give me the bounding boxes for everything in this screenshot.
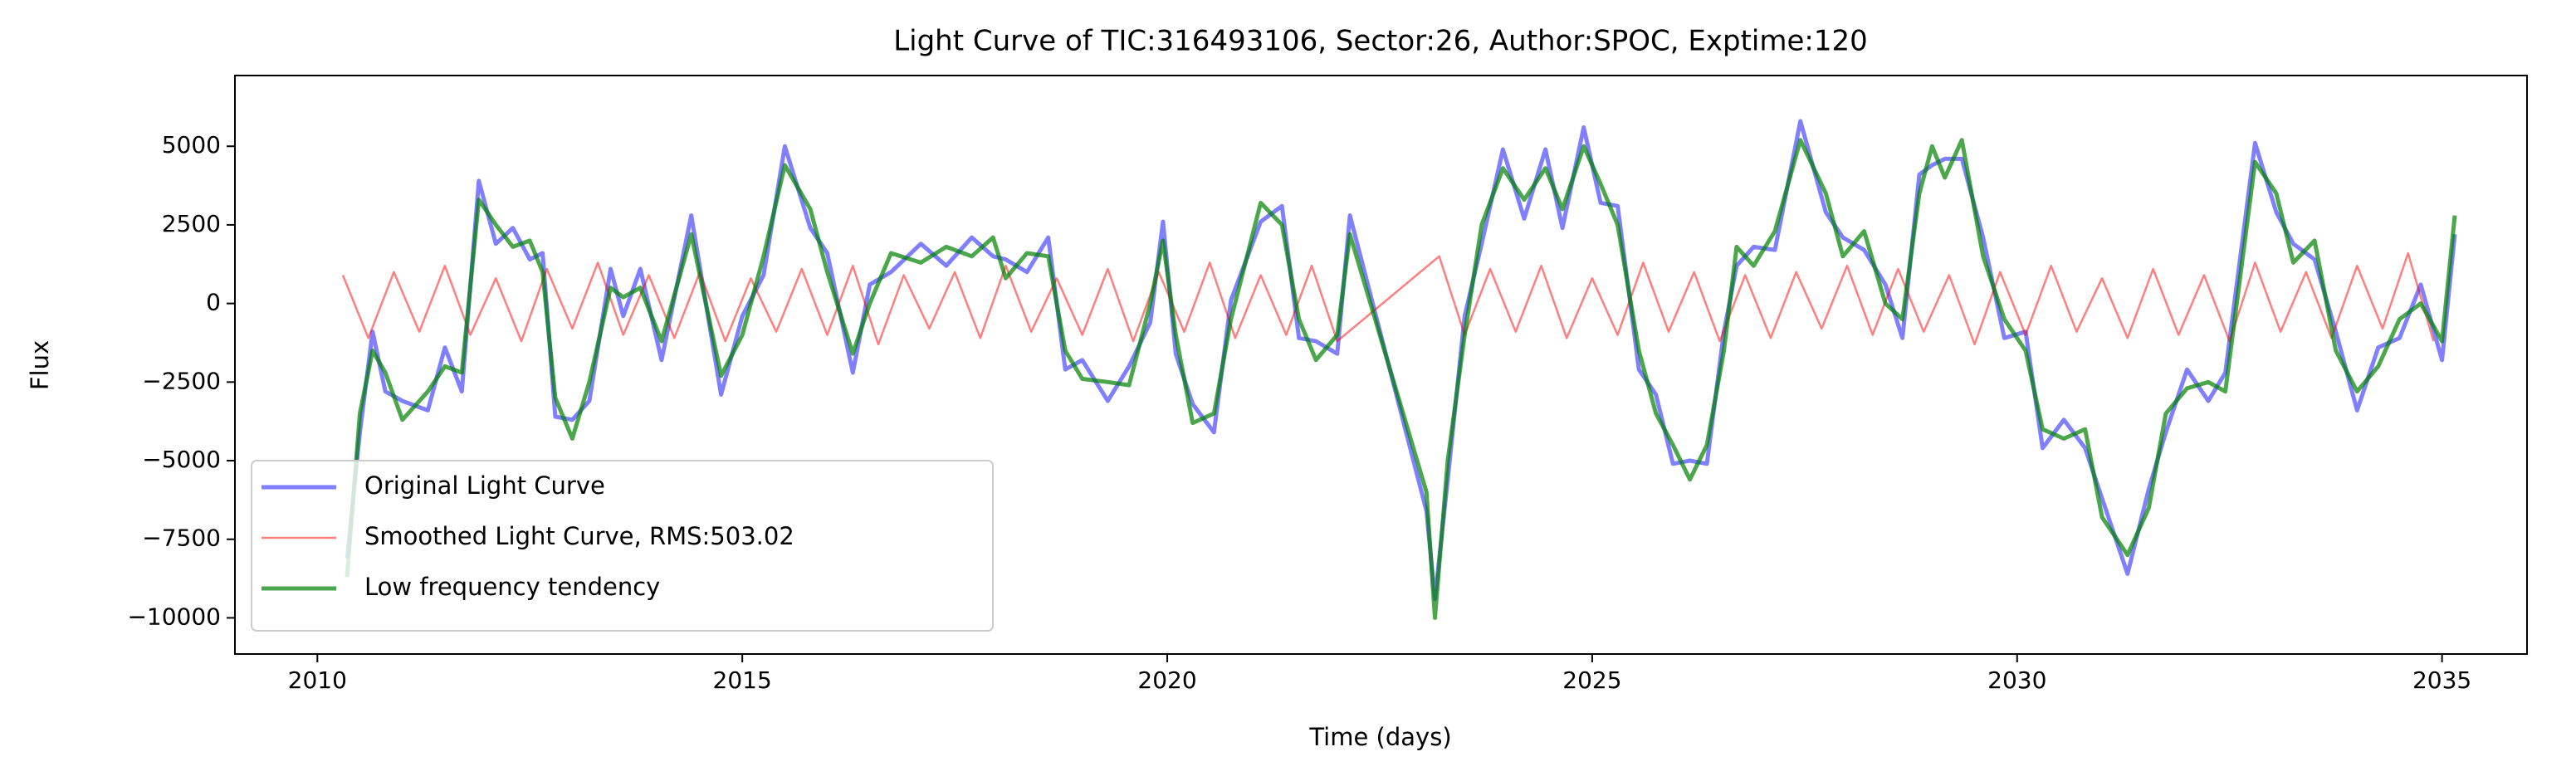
- x-tick-label: 2010: [288, 666, 347, 694]
- y-tick-label: −7500: [142, 525, 221, 552]
- x-tick-label: 2020: [1137, 666, 1196, 694]
- legend-box: [251, 460, 994, 632]
- legend-label: Low frequency tendency: [364, 573, 660, 601]
- axes-frame: [234, 75, 2528, 655]
- y-tick-label: 0: [206, 289, 221, 316]
- legend: Original Light Curve Smoothed Light Curve…: [251, 460, 994, 632]
- y-tick-label: −10000: [127, 603, 221, 630]
- y-tick-label: 5000: [162, 131, 221, 159]
- y-axis-label: Flux: [26, 340, 54, 390]
- x-tick-label: 2035: [2412, 666, 2471, 694]
- y-tick-label: 2500: [162, 210, 221, 237]
- x-axis-label: Time (days): [1308, 723, 1451, 751]
- y-tick-label: −5000: [142, 446, 221, 473]
- plot-area: [341, 119, 2457, 620]
- series-line: [345, 138, 2457, 620]
- y-tick-label: −2500: [142, 367, 221, 394]
- series-line: [341, 251, 2435, 346]
- x-tick-label: 2030: [1987, 666, 2046, 694]
- legend-label: Smoothed Light Curve, RMS:503.02: [364, 522, 794, 550]
- chart-title: Light Curve of TIC:316493106, Sector:26,…: [893, 25, 1868, 58]
- legend-label: Original Light Curve: [364, 471, 605, 500]
- x-tick-label: 2015: [713, 666, 772, 694]
- x-tick-label: 2025: [1562, 666, 1621, 694]
